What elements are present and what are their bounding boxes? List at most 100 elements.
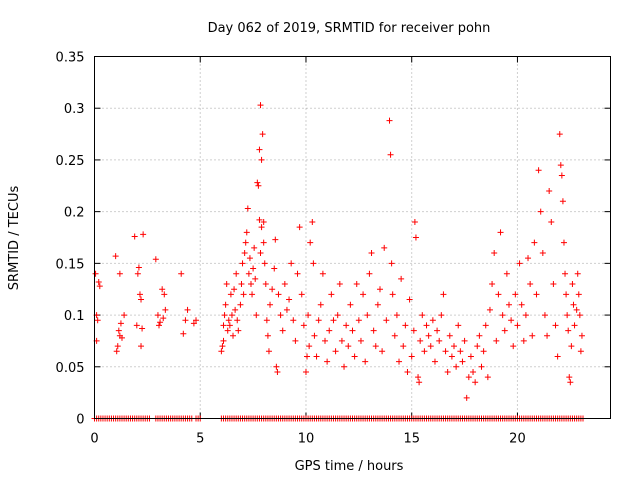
- data-point: [416, 379, 423, 386]
- data-point: [138, 296, 145, 303]
- data-point: [546, 187, 553, 194]
- data-point: [113, 348, 120, 355]
- data-point: [451, 343, 458, 350]
- data-point: [114, 343, 121, 350]
- data-point: [238, 281, 245, 288]
- data-point: [567, 379, 574, 386]
- data-point: [121, 312, 128, 319]
- data-point: [258, 156, 265, 163]
- data-point: [234, 317, 241, 324]
- data-point: [300, 322, 307, 329]
- data-point: [554, 353, 561, 360]
- data-point: [298, 291, 305, 298]
- data-point: [474, 343, 481, 350]
- data-point: [444, 368, 451, 375]
- data-point: [161, 291, 168, 298]
- data-point: [357, 337, 364, 344]
- data-point: [364, 312, 371, 319]
- data-point: [96, 283, 103, 290]
- data-point: [220, 337, 227, 344]
- data-point: [406, 296, 413, 303]
- data-point: [307, 239, 314, 246]
- data-point: [484, 374, 491, 381]
- data-point: [222, 301, 229, 308]
- data-point: [566, 374, 573, 381]
- data-point: [296, 224, 303, 231]
- data-point: [154, 312, 161, 319]
- data-point: [242, 239, 249, 246]
- data-point: [136, 291, 143, 298]
- data-point: [260, 239, 267, 246]
- data-point: [465, 374, 472, 381]
- data-point: [453, 363, 460, 370]
- data-point: [531, 239, 538, 246]
- y-axis-label: SRMTID / TECUs: [7, 186, 22, 291]
- data-point: [459, 358, 466, 365]
- data-point: [117, 320, 124, 327]
- data-point: [353, 281, 360, 288]
- data-point: [160, 315, 167, 322]
- x-tick-label: 20: [509, 432, 526, 447]
- data-point: [539, 250, 546, 257]
- data-point: [180, 330, 187, 337]
- y-tick-label: 0.05: [56, 361, 85, 376]
- data-point: [230, 332, 237, 339]
- data-point: [139, 325, 146, 332]
- data-point: [518, 301, 525, 308]
- x-tick-label: 15: [403, 432, 420, 447]
- data-point: [322, 337, 329, 344]
- data-point: [261, 260, 268, 267]
- data-point: [565, 327, 572, 334]
- data-point: [267, 301, 274, 308]
- data-point: [245, 270, 252, 277]
- data-point: [286, 296, 293, 303]
- data-point: [564, 312, 571, 319]
- data-point: [252, 275, 259, 282]
- data-point: [334, 312, 341, 319]
- data-point: [381, 244, 388, 251]
- data-point: [225, 317, 232, 324]
- data-point: [254, 179, 261, 186]
- data-points: [91, 102, 587, 422]
- data-point: [417, 337, 424, 344]
- data-point: [419, 312, 426, 319]
- data-point: [537, 208, 544, 215]
- data-point: [292, 337, 299, 344]
- data-point: [402, 322, 409, 329]
- data-point: [478, 363, 485, 370]
- data-point: [514, 322, 521, 329]
- data-point: [533, 291, 540, 298]
- data-point: [351, 353, 358, 360]
- data-point: [277, 312, 284, 319]
- data-point: [563, 291, 570, 298]
- data-point: [362, 358, 369, 365]
- data-point: [559, 198, 566, 205]
- data-point: [558, 172, 565, 179]
- data-point: [272, 236, 279, 243]
- data-point: [305, 312, 312, 319]
- data-point: [548, 218, 555, 225]
- data-point: [501, 327, 508, 334]
- data-point: [389, 291, 396, 298]
- data-point: [260, 218, 267, 225]
- data-point: [338, 337, 345, 344]
- data-point: [221, 312, 228, 319]
- data-point: [319, 270, 326, 277]
- data-point: [510, 343, 517, 350]
- data-point: [232, 306, 239, 313]
- data-point: [562, 270, 569, 277]
- data-point: [446, 332, 453, 339]
- data-point: [264, 332, 271, 339]
- data-point: [271, 265, 278, 272]
- data-point: [233, 270, 240, 277]
- data-point: [152, 256, 159, 263]
- data-point: [118, 334, 125, 341]
- grid-lines: [94, 56, 611, 419]
- data-point: [427, 343, 434, 350]
- data-point: [227, 291, 234, 298]
- data-point: [265, 348, 272, 355]
- data-point: [366, 270, 373, 277]
- data-point: [573, 306, 580, 313]
- data-point: [557, 162, 564, 169]
- data-point: [240, 291, 247, 298]
